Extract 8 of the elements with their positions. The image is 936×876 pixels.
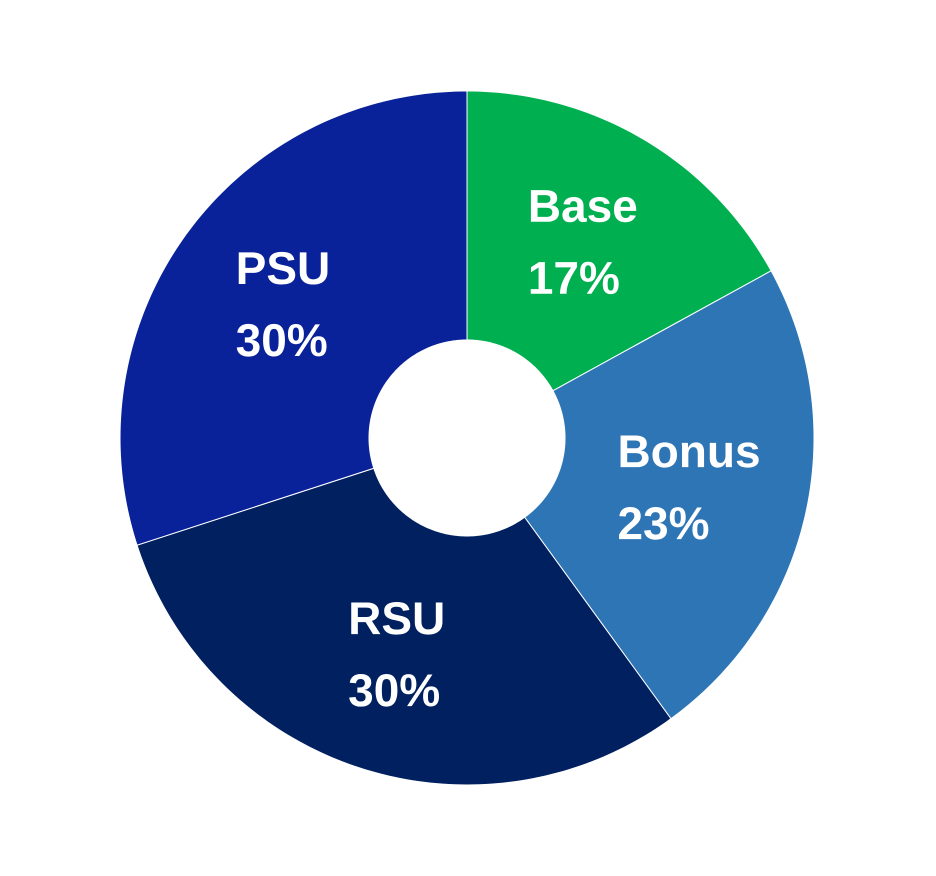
data-label: 30% xyxy=(236,324,327,357)
data-label: 17% xyxy=(530,262,619,294)
slice-label: PSU xyxy=(238,252,328,285)
data-label: 30% xyxy=(349,674,439,707)
slice-label: Bonus xyxy=(620,436,759,468)
data-label: 23% xyxy=(619,507,708,540)
slice-label: Base xyxy=(530,190,636,222)
slice-label: RSU xyxy=(351,602,442,635)
